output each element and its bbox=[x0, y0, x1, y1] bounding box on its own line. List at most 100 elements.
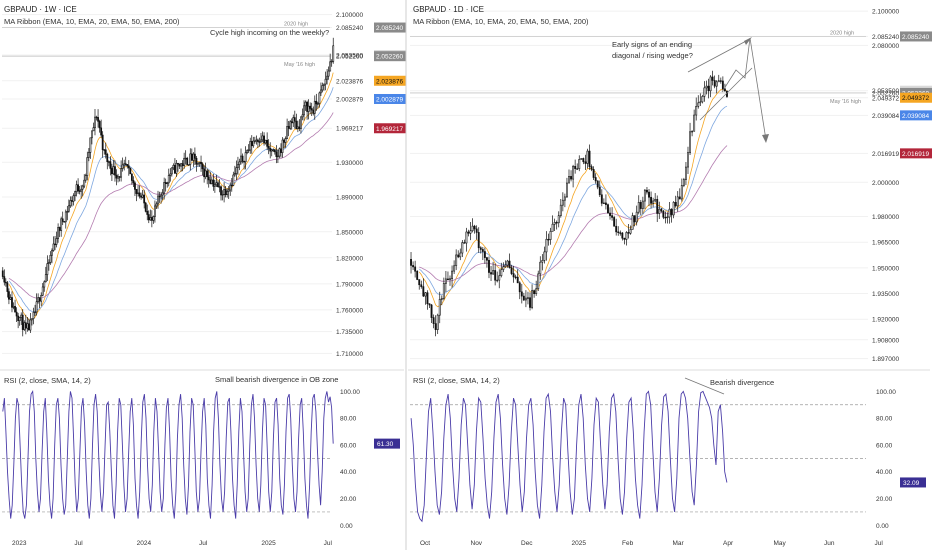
candle-body-up bbox=[500, 269, 503, 277]
candle bbox=[152, 215, 155, 224]
candle bbox=[304, 100, 307, 111]
candle-body-up bbox=[47, 261, 50, 264]
candle-body-up bbox=[316, 103, 319, 105]
candle-body-down bbox=[547, 238, 550, 241]
candle bbox=[124, 156, 127, 166]
candle bbox=[18, 316, 21, 326]
candle-body-down bbox=[533, 290, 536, 295]
candle bbox=[539, 256, 542, 280]
candle-body-up bbox=[69, 200, 72, 207]
candle-body-down bbox=[193, 153, 196, 159]
candle bbox=[64, 209, 67, 229]
candle-body-up bbox=[155, 203, 158, 207]
candle-body-down bbox=[707, 85, 710, 92]
candle-body-down bbox=[315, 100, 318, 105]
candle bbox=[52, 236, 55, 252]
price-tick-label: 2.016919 bbox=[872, 151, 899, 158]
candle bbox=[178, 163, 181, 169]
candle bbox=[674, 195, 677, 208]
candle bbox=[233, 165, 236, 177]
candle bbox=[192, 152, 195, 167]
candle-body-down bbox=[258, 141, 261, 143]
daily-price-badges: 2.0852402.0535002.0522602.0493722.039084… bbox=[900, 31, 932, 159]
candle-body-up bbox=[455, 254, 458, 267]
candle-body-down bbox=[200, 161, 202, 165]
candle-body-up bbox=[672, 201, 675, 216]
candle-body-up bbox=[247, 149, 250, 152]
candle-body-up bbox=[192, 153, 195, 161]
candle bbox=[144, 201, 147, 213]
candle bbox=[535, 280, 538, 296]
candle-body-up bbox=[685, 166, 687, 180]
candle-body-down bbox=[71, 200, 73, 202]
candle-body-up bbox=[141, 194, 144, 198]
price-badge-label: 2.039084 bbox=[902, 113, 929, 120]
candle bbox=[469, 221, 472, 241]
candle bbox=[422, 278, 425, 298]
candle bbox=[92, 122, 95, 132]
candle-body-up bbox=[154, 205, 156, 217]
candle-body-down bbox=[174, 165, 176, 174]
candle bbox=[213, 179, 216, 193]
candle-body-down bbox=[479, 247, 482, 250]
candle-body-down bbox=[224, 189, 227, 196]
candle-body-down bbox=[477, 232, 480, 249]
candle bbox=[670, 208, 673, 223]
candle bbox=[55, 231, 58, 248]
candle bbox=[212, 173, 215, 191]
candle bbox=[488, 256, 490, 279]
candle-body-up bbox=[561, 199, 564, 206]
candle bbox=[697, 95, 700, 109]
candle bbox=[189, 148, 192, 171]
candle bbox=[481, 247, 484, 261]
candle bbox=[60, 216, 63, 237]
candle bbox=[63, 221, 66, 223]
candle bbox=[533, 289, 536, 298]
candle bbox=[94, 108, 96, 136]
candle-body-down bbox=[275, 151, 278, 157]
candle-body-up bbox=[34, 311, 36, 314]
candle bbox=[430, 304, 433, 324]
candle bbox=[516, 269, 519, 284]
candle bbox=[643, 189, 646, 210]
weekly-time-axis: 2023 Jul 2024 Jul 2025 Jul bbox=[12, 540, 333, 547]
candle-body-down bbox=[24, 322, 27, 329]
candle bbox=[459, 248, 462, 261]
price-tick-label: 1.710000 bbox=[336, 351, 363, 358]
candle bbox=[83, 174, 86, 189]
candle-body-up bbox=[643, 189, 646, 202]
candle bbox=[315, 93, 318, 111]
rsi-value-badge-label: 61.30 bbox=[377, 441, 394, 448]
candle-body-down bbox=[656, 199, 659, 214]
candle-body-up bbox=[112, 166, 115, 175]
candle-body-up bbox=[227, 189, 230, 192]
price-badge-label: 2.085240 bbox=[902, 34, 929, 41]
weekly-ema-ribbon bbox=[8, 72, 334, 321]
candle bbox=[37, 293, 40, 304]
candle bbox=[150, 210, 153, 228]
candle bbox=[21, 309, 24, 337]
candle-body-up bbox=[559, 204, 562, 216]
candle-body-up bbox=[321, 85, 324, 91]
candle-body-up bbox=[74, 191, 76, 197]
candle-body-down bbox=[598, 186, 601, 196]
candle-body-down bbox=[520, 291, 523, 297]
candle-body-up bbox=[229, 184, 232, 191]
candle bbox=[169, 168, 172, 182]
candle-body-up bbox=[210, 179, 213, 184]
candle bbox=[549, 227, 552, 245]
candle-body-up bbox=[64, 211, 67, 223]
candle-body-down bbox=[522, 295, 525, 301]
candle-body-down bbox=[494, 270, 497, 281]
candle bbox=[170, 167, 173, 177]
weekly-annotation: Cycle high incoming on the weekly? bbox=[210, 28, 329, 37]
weekly-chart-subtitle: MA Ribbon (EMA, 10, EMA, 20, EMA, 50, EM… bbox=[4, 17, 180, 26]
candle-body-down bbox=[217, 182, 219, 188]
candle-body-down bbox=[594, 177, 597, 182]
weekly-rsi-pane: 100.00 80.00 60.00 40.00 20.00 0.00 61.30 bbox=[0, 369, 404, 530]
candle-body-down bbox=[124, 163, 127, 165]
candle-body-up bbox=[183, 157, 186, 167]
candle bbox=[475, 225, 478, 240]
candle-body-up bbox=[175, 162, 178, 174]
candle bbox=[309, 102, 312, 115]
